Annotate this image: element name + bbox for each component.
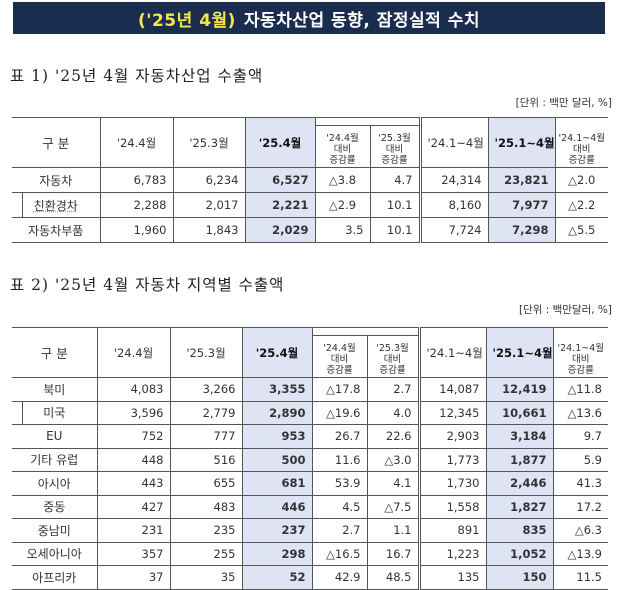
header-24-1-4: '24.1~4월 — [418, 117, 489, 168]
table-row: EU 752 777 953 26.7 22.6 2,903 3,184 9.7 — [12, 424, 608, 449]
header-ytd-growth: '24.1~4월 대비 증감률 — [554, 117, 608, 168]
header-growth-group — [311, 327, 420, 336]
table-row: 기타 유럽 448 516 500 11.6 △3.0 1,773 1,877 5.9 — [12, 447, 608, 472]
table1-title: 표 1) '25년 4월 자동차산업 수출액 — [10, 67, 264, 85]
header-25-4: '25.4월 — [244, 117, 316, 168]
header-category: 구 분 — [12, 117, 101, 168]
header-25-1-4: '25.1~4월 — [487, 117, 556, 168]
header-mom-growth: '25.3월 대비 증감률 — [369, 125, 420, 168]
header-24-4: '24.4월 — [99, 117, 174, 168]
table1-export-amount: 구 분 '24.4월 '25.3월 '25.4월 '24.1~4월 '25.1~… — [12, 117, 608, 243]
table-row: 자동차부품 1,960 1,843 2,029 3.5 10.1 7,724 7… — [12, 217, 608, 243]
header-24-4: '24.4월 — [96, 327, 171, 378]
header-ytd-growth: '24.1~4월 대비 증감률 — [552, 327, 608, 378]
header-25-4: '25.4월 — [241, 327, 313, 378]
header-25-1-4: '25.1~4월 — [485, 327, 554, 378]
table-row: 북미 4,083 3,266 3,355 △17.8 2.7 14,087 12,419 △11… — [12, 377, 608, 402]
header-yoy-growth: '24.4월 대비 증감률 — [315, 125, 371, 168]
header-25-3: '25.3월 — [169, 327, 243, 378]
table-row: 아시아 443 655 681 53.9 4.1 1,730 2,446 41.3 — [12, 471, 608, 496]
header-category: 구 분 — [12, 327, 98, 378]
table-row: 친환경차 2,288 2,017 2,221 △2.9 10.1 8,160 7… — [12, 192, 608, 218]
table2-unit: [단위 : 백만달러, %] — [518, 304, 612, 316]
table2-regional-export: 구 분 '24.4월 '25.3월 '25.4월 '24.1~4월 '25.1~… — [12, 327, 608, 590]
header-mom-growth: '25.3월 대비 증감률 — [366, 335, 419, 378]
table-row: 자동차 6,783 6,234 6,527 △3.8 4.7 24,314 23… — [12, 167, 608, 193]
header-yoy-growth: '24.4월 대비 증감률 — [312, 335, 368, 378]
report-title-banner: ('25년 4월) 자동차산업 동향, 잠정실적 수치 — [13, 2, 605, 34]
title-period: ('25년 4월) — [138, 10, 236, 31]
header-24-1-4: '24.1~4월 — [417, 327, 487, 378]
table-row: 아프리카 37 35 52 42.9 48.5 135 150 11.5 — [12, 565, 608, 590]
table-row: 오세아니아 357 255 298 △16.5 16.7 1,223 1,052 △13.9 — [12, 541, 608, 566]
title-text: 자동차산업 동향, 잠정실적 수치 — [243, 10, 480, 31]
header-growth-group — [314, 117, 421, 126]
table-row: 중남미 231 235 237 2.7 1.1 891 835 △6.3 — [12, 518, 608, 543]
table-row: 중동 427 483 446 4.5 △7.5 1,558 1,827 17.2 — [12, 494, 608, 519]
table-row: 미국 3,596 2,779 2,890 △19.6 4.0 12,345 10,661 △13… — [12, 400, 608, 425]
table1-unit: [단위 : 백만 달러, %] — [515, 97, 612, 109]
table2-title: 표 2) '25년 4월 자동차 지역별 수출액 — [10, 276, 285, 294]
header-25-3: '25.3월 — [172, 117, 246, 168]
